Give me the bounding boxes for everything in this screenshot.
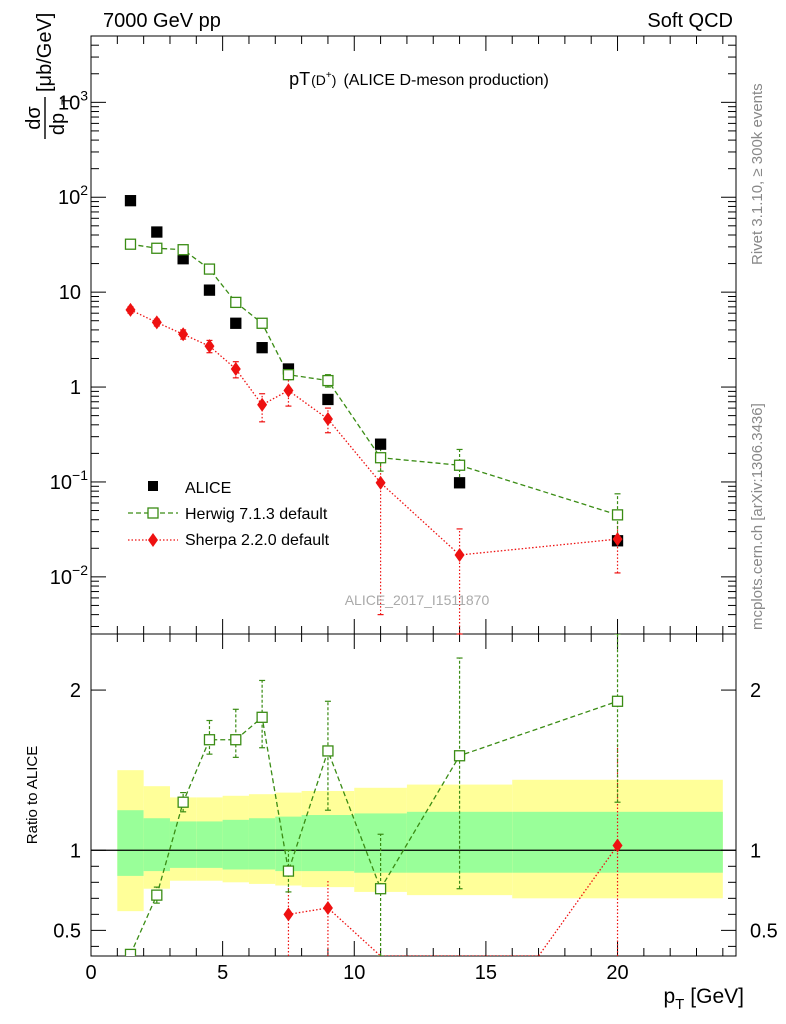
ratio-herwig-point	[124, 948, 137, 956]
title-sup: +	[326, 70, 332, 81]
ratio-sherpa-point	[322, 900, 333, 915]
x-tick-label: 10	[343, 962, 365, 984]
main-y-label: dσ dp T [μb/GeV]	[23, 13, 74, 139]
alice-point	[124, 195, 137, 207]
legend-sherpa-marker	[148, 533, 158, 547]
ylabel-unit: [μb/GeV]	[34, 13, 56, 92]
xlabel-main: p	[663, 985, 675, 1008]
ratio-sherpa-point	[612, 838, 623, 853]
alice-point	[230, 317, 242, 329]
ratio-herwig-point	[282, 865, 295, 877]
x-tick-label: 20	[606, 962, 628, 984]
main-y-tick-label: 10−1	[50, 467, 88, 494]
main-y-tick-label: 10−2	[50, 562, 88, 589]
legend-alice-label: ALICE	[185, 480, 231, 497]
sherpa-point	[283, 383, 294, 398]
analysis-watermark: ALICE_2017_I1511870	[345, 592, 490, 608]
title-main: pT	[289, 69, 310, 89]
ratio-herwig-point	[177, 796, 189, 808]
ratio-band-inner	[301, 815, 355, 872]
sherpa-point	[151, 315, 162, 330]
herwig-point	[374, 452, 387, 464]
ratio-y-tick-label-right: 0.5	[750, 920, 778, 942]
main-y-tick-label: 10	[59, 282, 81, 304]
alice-point	[374, 438, 387, 450]
ratio-band-inner	[248, 818, 276, 870]
ratio-herwig-point	[453, 750, 466, 762]
ratio-herwig-point	[230, 734, 242, 746]
alice-point	[322, 393, 334, 406]
ratio-herwig-point	[374, 883, 387, 895]
herwig-point	[124, 238, 137, 250]
legend-herwig-label: Herwig 7.1.3 default	[185, 506, 328, 523]
ratio-y-tick-label: 1	[70, 840, 81, 862]
sherpa-point	[178, 327, 189, 342]
xlabel-unit: [GeV]	[690, 985, 744, 1008]
ratio-y-label: Ratio to ALICE	[24, 746, 41, 844]
xlabel-sub: T	[675, 996, 684, 1013]
main-y-tick-label: 103	[58, 87, 88, 114]
ratio-series-group	[124, 634, 624, 956]
title-rest: (ALICE D-meson production)	[343, 72, 548, 89]
main-y-tick-label: 102	[58, 182, 88, 209]
alice-point	[203, 284, 216, 296]
ylabel-denominator: dp	[47, 113, 69, 135]
ratio-herwig-point	[611, 695, 624, 707]
title-sub: (D	[311, 72, 326, 88]
herwig-point	[203, 263, 216, 275]
herwig-point	[151, 242, 163, 254]
x-tick-label: 15	[475, 962, 497, 984]
x-tick-label: 0	[85, 962, 96, 984]
alice-point	[256, 342, 268, 354]
sherpa-point	[257, 397, 268, 412]
sherpa-point	[612, 532, 623, 547]
ratio-y-tick-label-right: 1	[750, 840, 761, 862]
sherpa-point	[375, 475, 386, 490]
ratio-band-inner	[117, 810, 144, 876]
ratio-y-tick-label: 2	[70, 680, 81, 702]
header-left: 7000 GeV pp	[103, 10, 221, 32]
mcplots-label: mcplots.cern.ch [arXiv:1306.3436]	[749, 403, 766, 630]
ylabel-denominator-sub: T	[58, 96, 74, 105]
herwig-point	[453, 459, 466, 471]
title-close: )	[332, 72, 337, 88]
sherpa-point	[322, 412, 333, 427]
rivet-label: Rivet 3.1.10, ≥ 300k events	[749, 83, 766, 265]
alice-point	[453, 477, 466, 489]
ratio-herwig-point	[256, 711, 268, 723]
ratio-herwig-point	[322, 745, 334, 757]
header-right: Soft QCD	[647, 10, 733, 32]
x-tick-label: 5	[217, 962, 228, 984]
legend-sherpa-label: Sherpa 2.2.0 default	[185, 532, 330, 549]
sherpa-point	[125, 302, 136, 317]
legend-herwig-marker	[147, 507, 159, 519]
ratio-y-tick-label: 0.5	[53, 920, 81, 942]
ratio-band-inner	[196, 821, 223, 868]
sherpa-point	[454, 547, 465, 562]
legend-alice-marker	[148, 481, 158, 491]
ratio-sherpa-point	[283, 907, 294, 922]
herwig-point	[256, 317, 268, 329]
herwig-point	[322, 374, 334, 387]
herwig-point	[230, 296, 242, 309]
ratio-herwig-point	[203, 734, 216, 746]
herwig-point	[177, 244, 189, 256]
ratio-band-inner	[222, 819, 249, 870]
ratio-band-inner	[169, 821, 197, 868]
herwig-point	[282, 369, 295, 381]
alice-point	[151, 226, 163, 238]
main-y-tick-label: 1	[70, 377, 81, 399]
plot-title: pT(D+) (ALICE D-meson production)	[289, 69, 549, 89]
legend: ALICE Herwig 7.1.3 default Sherpa 2.2.0 …	[128, 480, 330, 549]
ratio-herwig-point	[151, 889, 163, 901]
sherpa-point	[204, 339, 215, 354]
herwig-point	[611, 509, 624, 521]
x-axis-label: pT [GeV]	[663, 985, 744, 1013]
herwig-line	[130, 243, 618, 516]
ratio-y-tick-label-right: 2	[750, 680, 761, 702]
sherpa-point	[230, 361, 241, 376]
ylabel-numerator: dσ	[23, 106, 45, 130]
